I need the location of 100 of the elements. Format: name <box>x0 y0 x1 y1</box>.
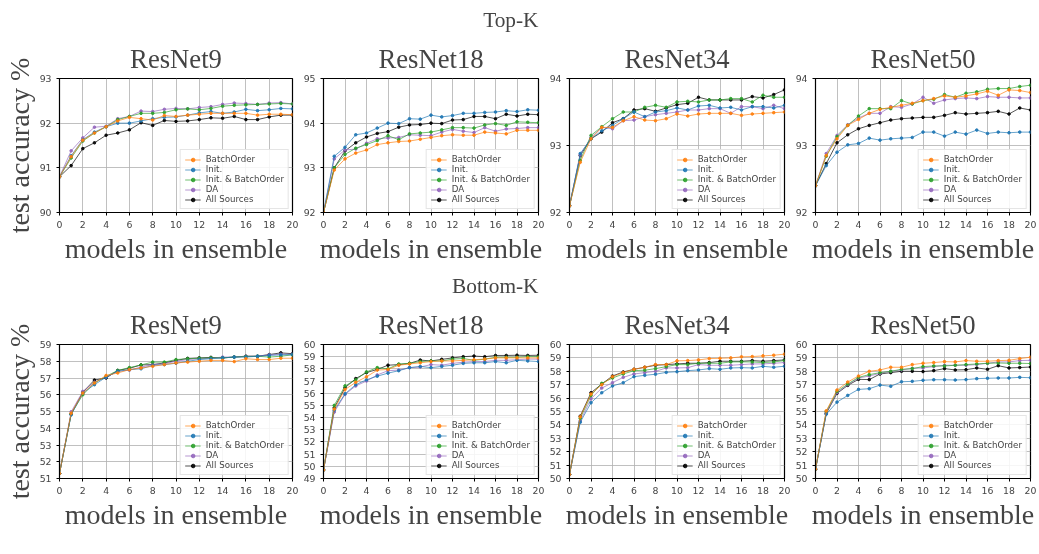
x-tick-label: 20 <box>778 218 791 230</box>
x-axis-title: models in ensemble <box>565 498 789 530</box>
x-tick-label: 16 <box>489 218 502 230</box>
x-tick-label: 2 <box>79 218 86 230</box>
x-tick-label: 10 <box>425 218 437 230</box>
y-tick-label: 59 <box>39 339 52 350</box>
legend-label: BatchOrder <box>943 420 994 430</box>
y-tick-label: 50 <box>795 473 808 484</box>
x-tick-label: 8 <box>652 218 659 230</box>
x-tick-label: 12 <box>938 484 951 496</box>
legend-label: All Sources <box>451 460 500 470</box>
legend-label: All Sources <box>697 460 746 470</box>
y-tick-label: 94 <box>795 73 808 84</box>
y-tick-label: 60 <box>303 339 316 350</box>
y-tick-label: 53 <box>39 439 52 451</box>
x-tick-label: 10 <box>917 484 929 496</box>
x-tick-label: 10 <box>425 484 437 496</box>
chart-title: ResNet50 <box>870 309 976 340</box>
y-tick-label: 53 <box>303 424 316 436</box>
y-tick-label: 56 <box>549 392 562 404</box>
x-tick-label: 0 <box>56 484 63 496</box>
x-tick-label: 14 <box>216 484 229 496</box>
legend-label: BatchOrder <box>943 154 994 164</box>
chart-title: ResNet18 <box>378 309 484 340</box>
legend-label: Init. & BatchOrder <box>205 174 284 184</box>
x-tick-label: 12 <box>446 484 459 496</box>
legend-label: DA <box>943 184 958 194</box>
legend-label: DA <box>697 184 712 194</box>
x-tick-label: 10 <box>170 218 182 230</box>
x-tick-label: 16 <box>735 218 748 230</box>
y-tick-label: 58 <box>549 365 562 377</box>
legend-label: Init. <box>205 430 224 440</box>
legend-label: DA <box>205 450 220 460</box>
x-axis-title: models in ensemble <box>64 232 288 264</box>
y-tick-label: 93 <box>303 162 316 174</box>
x-tick-label: 14 <box>216 218 229 230</box>
x-tick-label: 4 <box>363 218 370 230</box>
x-tick-label: 4 <box>609 484 616 496</box>
x-tick-label: 10 <box>671 484 683 496</box>
x-tick-label: 20 <box>1024 484 1037 496</box>
x-tick-label: 8 <box>149 484 156 496</box>
y-tick-label: 60 <box>795 339 808 350</box>
legend-label: Init. & BatchOrder <box>451 174 530 184</box>
legend-label: Init. <box>697 164 716 174</box>
x-tick-label: 0 <box>566 484 573 496</box>
legend-label: Init. <box>451 164 470 174</box>
y-tick-label: 58 <box>303 363 316 375</box>
x-tick-label: 4 <box>363 484 370 496</box>
x-tick-label: 2 <box>342 218 348 230</box>
legend-label: BatchOrder <box>205 420 256 430</box>
x-tick-label: 12 <box>938 218 951 230</box>
x-tick-label: 0 <box>812 484 819 496</box>
legend-label: BatchOrder <box>451 420 502 430</box>
chart-title: ResNet34 <box>624 309 730 340</box>
x-tick-label: 4 <box>855 218 862 230</box>
legend-label: All Sources <box>943 460 992 470</box>
x-tick-label: 10 <box>170 484 182 496</box>
x-tick-label: 20 <box>286 484 299 496</box>
y-tick-label: 55 <box>39 406 52 417</box>
x-tick-label: 10 <box>671 218 683 230</box>
y-tick-label: 56 <box>795 392 808 404</box>
y-tick-label: 93 <box>795 140 808 151</box>
y-tick-label: 52 <box>303 436 316 448</box>
x-tick-label: 16 <box>489 484 502 496</box>
y-tick-label: 55 <box>303 399 316 411</box>
chart-title: ResNet18 <box>378 43 484 74</box>
y-tick-label: 92 <box>39 117 52 129</box>
y-tick-label: 92 <box>795 207 808 218</box>
legend-label: DA <box>697 450 712 460</box>
x-tick-label: 6 <box>385 484 392 496</box>
legend-label: Init. <box>943 164 962 174</box>
x-tick-label: 6 <box>126 484 133 496</box>
y-tick-label: 51 <box>795 459 808 471</box>
x-tick-label: 2 <box>834 484 840 496</box>
y-tick-label: 56 <box>303 387 316 399</box>
x-tick-label: 8 <box>149 218 156 230</box>
x-tick-label: 6 <box>631 484 638 496</box>
x-tick-label: 8 <box>652 484 659 496</box>
x-tick-label: 18 <box>757 218 769 230</box>
legend-label: DA <box>943 450 958 460</box>
x-tick-label: 16 <box>735 484 748 496</box>
x-tick-label: 20 <box>286 218 299 230</box>
legend-label: All Sources <box>451 194 500 204</box>
y-tick-label: 52 <box>549 446 562 458</box>
y-tick-label: 54 <box>795 419 808 431</box>
y-tick-label: 59 <box>303 351 316 363</box>
x-tick-label: 6 <box>126 218 133 230</box>
legend-label: Init. & BatchOrder <box>697 440 776 450</box>
x-tick-label: 4 <box>855 484 862 496</box>
y-tick-label: 50 <box>549 473 562 484</box>
y-tick-label: 57 <box>303 375 316 387</box>
y-tick-label: 90 <box>39 207 52 218</box>
y-tick-label: 54 <box>39 422 52 434</box>
x-tick-label: 8 <box>406 484 413 496</box>
x-tick-label: 16 <box>239 218 252 230</box>
y-tick-label: 53 <box>549 432 562 444</box>
x-tick-label: 14 <box>714 484 726 496</box>
x-tick-label: 18 <box>1003 484 1015 496</box>
x-tick-label: 18 <box>263 484 276 496</box>
x-tick-label: 20 <box>532 484 545 496</box>
